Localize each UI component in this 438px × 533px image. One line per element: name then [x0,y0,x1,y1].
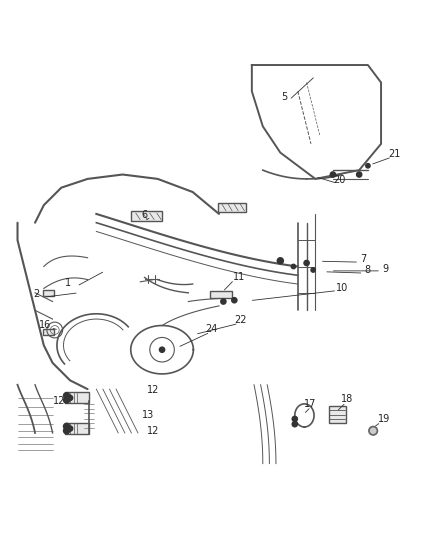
Circle shape [291,264,296,269]
Circle shape [292,416,297,422]
Circle shape [357,172,362,177]
Text: 7: 7 [360,254,367,264]
Bar [64,392,88,403]
Text: 11: 11 [233,272,245,281]
Circle shape [371,428,376,433]
Text: 2: 2 [33,289,39,299]
Bar [64,423,88,434]
Circle shape [277,258,283,264]
Circle shape [159,347,165,352]
Text: 24: 24 [205,324,218,334]
Text: 17: 17 [304,399,316,409]
Text: 18: 18 [341,394,353,404]
Text: 21: 21 [388,149,400,159]
Text: 8: 8 [365,265,371,275]
Circle shape [304,260,309,265]
Circle shape [366,164,370,168]
Circle shape [292,422,297,427]
Bar [210,292,232,298]
Bar [328,406,346,423]
Circle shape [64,393,70,399]
Text: 12: 12 [53,397,65,406]
Circle shape [64,427,70,434]
Text: 20: 20 [333,175,346,185]
Text: 22: 22 [235,316,247,325]
Circle shape [311,268,315,272]
Text: 1: 1 [65,278,71,288]
Circle shape [221,299,226,304]
Text: 12: 12 [147,385,159,395]
Circle shape [67,426,73,431]
Text: 12: 12 [147,426,159,436]
Circle shape [232,297,237,303]
Circle shape [67,395,73,400]
Text: 19: 19 [378,414,391,424]
Circle shape [369,426,378,435]
Bar [218,203,246,212]
Text: 10: 10 [336,282,348,293]
Circle shape [64,423,70,430]
Bar [42,290,53,296]
Text: 13: 13 [142,410,154,421]
Bar [131,211,162,221]
Text: 9: 9 [382,264,389,273]
Text: 5: 5 [282,92,288,102]
Bar [42,329,53,335]
Circle shape [64,397,70,403]
Text: 6: 6 [141,210,148,220]
Text: 16: 16 [39,320,51,330]
Circle shape [330,172,336,177]
